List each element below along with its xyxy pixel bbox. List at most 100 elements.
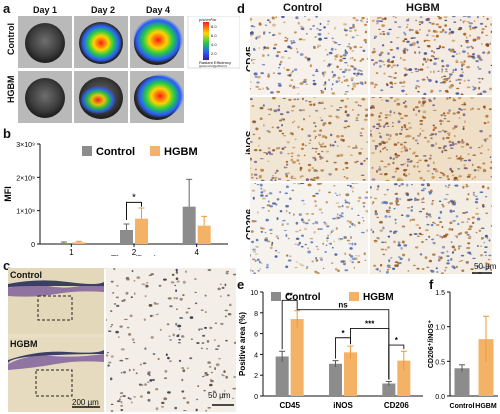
panel-label-f: f (429, 277, 434, 292)
f-ytick-label: 0.0 (435, 394, 445, 401)
colorbar-title: p/s/cm²/sr (199, 17, 217, 22)
panel-label-d: d (237, 1, 245, 16)
e-ytick-label: 6 (254, 332, 258, 339)
ihc-control-cd206 (250, 183, 368, 274)
b-legend-control: Control (96, 146, 135, 158)
panel-label-a: a (3, 1, 11, 16)
e-sig-label: ns (338, 301, 348, 310)
b-ytick-label: 0 (31, 242, 35, 249)
mfi-bar-chart: 0 1×10⁹ 2×10⁹ 3×10⁹ MFI Time (Day) 1 2 4 * Control… (3, 142, 228, 256)
e-bar (397, 360, 411, 396)
scale-bar-line-c (212, 404, 234, 406)
panel-label-e: e (237, 277, 245, 292)
stained-cells (250, 97, 368, 181)
scale-bar-200um: 200 µm (72, 398, 99, 407)
control-row-label: Control (6, 23, 16, 55)
day-1-label: Day 1 (33, 5, 58, 15)
b-bar (182, 206, 196, 244)
scale-bar-50um-d: 50 µm (474, 262, 497, 271)
colorbar-units: [p/s/cm²/sr]/[µW/cm²] (199, 64, 227, 68)
skin-section-images (8, 268, 104, 412)
control-section-label: Control (10, 270, 42, 280)
e-xtick-label: CD206 (384, 401, 409, 410)
b-sig-label: * (132, 192, 136, 203)
e-bar (275, 356, 289, 396)
day-2-label: Day 2 (91, 5, 116, 15)
stained-cells (370, 183, 492, 274)
d-col-control: Control (283, 2, 323, 14)
colorbar-tick-0: 8.0 (211, 24, 217, 29)
ratio-bar-chart: 0.0 0.5 1.0 1.5 CD206⁺/iNOS⁺ Control HGBM (428, 290, 498, 410)
stained-cells (106, 268, 236, 412)
day-4-label: Day 4 (146, 5, 171, 15)
f-ytick-label: 1.5 (435, 290, 445, 297)
e-sig-label: * (395, 336, 399, 345)
ihc-hgbm-inos (370, 97, 492, 181)
stained-cells (250, 16, 368, 95)
e-ytick-label: 2 (254, 373, 258, 380)
f-bar (478, 339, 494, 396)
colorbar-tick-3: 2.0 (211, 51, 217, 56)
b-bar (57, 243, 71, 244)
e-xtick-label: iNOS (333, 401, 353, 410)
ihc-hgbm-cd45 (370, 16, 492, 95)
colorbar-bottom-label: Radiant Efficiency (199, 60, 231, 65)
b-bar (197, 225, 211, 244)
b-ylabel: MFI (3, 186, 13, 202)
colorbar-tick-1: 6.0 (211, 33, 217, 38)
hgbm-row-label: HGBM (6, 75, 16, 104)
e-legend-control: Control (285, 292, 321, 303)
e-bar (382, 383, 396, 396)
e-sig-bracket (281, 299, 298, 350)
b-legend-swatch-hgbm (150, 146, 160, 156)
stained-cells (250, 183, 368, 274)
b-legend-hgbm: HGBM (164, 146, 198, 158)
panel-label-c: c (3, 258, 11, 273)
f-xtick-label: Control (450, 403, 475, 410)
hgbm-section-label: HGBM (10, 339, 38, 349)
e-bar (329, 363, 342, 396)
b-ytick-label: 2×10⁹ (16, 175, 35, 182)
e-sig-label: *** (365, 319, 375, 328)
f-xtick-label: HGBM (475, 403, 497, 410)
b-ytick-label: 3×10⁹ (16, 142, 35, 149)
e-sig-label: ** (287, 291, 294, 300)
e-xtick-label: CD45 (279, 401, 300, 410)
e-ylabel: Positive area (%) (238, 312, 247, 376)
e-sig-bracket (296, 308, 390, 380)
b-bar (120, 230, 133, 244)
f-ytick-label: 0.5 (435, 359, 445, 366)
b-ytick-label: 1×10⁹ (16, 209, 35, 216)
ihc-hgbm-cd206 (370, 183, 492, 274)
d-col-hgbm: HGBM (406, 2, 440, 14)
ihc-control-inos (250, 97, 368, 181)
b-xlabel: Time (Day) (111, 254, 157, 256)
b-sig-bracket (126, 201, 142, 220)
e-sig-bracket (388, 344, 405, 380)
zoomed-skin-image (106, 268, 236, 412)
e-ytick-label: 0 (254, 394, 258, 401)
e-ytick-label: 8 (254, 311, 258, 318)
panel-label-b: b (3, 126, 11, 141)
e-bar (344, 352, 357, 396)
e-bar (290, 319, 304, 396)
f-bar (454, 368, 470, 396)
b-xtick-label: 1 (69, 248, 74, 256)
e-legend-hgbm: HGBM (363, 292, 394, 303)
colorbar-tick-2: 4.0 (211, 42, 217, 47)
e-sig-label: * (341, 329, 345, 338)
f-ylabel: CD206⁺/iNOS⁺ (428, 320, 435, 369)
scale-bar-line-d (472, 272, 492, 274)
bioluminescence-image-grid (18, 16, 240, 123)
e-ytick-label: 10 (250, 290, 258, 297)
b-bar (135, 218, 148, 244)
stained-cells (370, 16, 492, 95)
b-legend-swatch-control (82, 146, 92, 156)
b-xtick-label: 4 (194, 248, 199, 256)
e-legend-swatch-hgbm (349, 292, 359, 301)
f-ytick-label: 1.0 (435, 325, 445, 332)
b-xtick-label: 2 (132, 248, 137, 256)
e-legend-swatch-control (271, 292, 281, 301)
stained-cells (370, 97, 492, 181)
